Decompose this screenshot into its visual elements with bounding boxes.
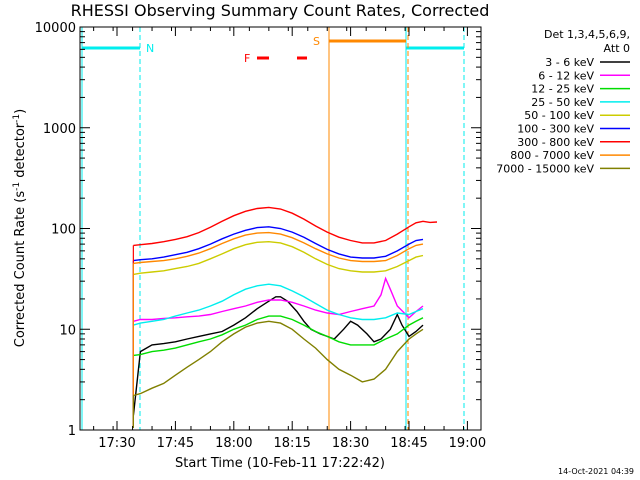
legend-label-4: 50 - 100 keV xyxy=(524,109,594,122)
legend-label-1: 6 - 12 keV xyxy=(538,69,594,82)
x-axis: 17:30 17:45 18:00 18:15 18:30 18:45 19:00 xyxy=(93,27,486,451)
x-tick-label: 18:00 xyxy=(215,436,252,451)
legend-header-line-1: Det 1,3,4,5,6,9, xyxy=(544,28,630,41)
y-tick-label: 1000 xyxy=(43,122,76,137)
x-tick-label: 17:30 xyxy=(98,436,135,451)
chart-title: RHESSI Observing Summary Count Rates, Co… xyxy=(71,1,490,20)
y-axis: 1 10 100 1000 10000 xyxy=(35,21,481,439)
series-line-6 xyxy=(133,206,438,247)
saa-label: S xyxy=(313,35,320,48)
legend-label-2: 12 - 25 keV xyxy=(531,83,594,96)
series-line-5 xyxy=(133,226,424,262)
legend-label-7: 800 - 7000 keV xyxy=(510,149,594,162)
x-tick-label: 18:45 xyxy=(390,436,427,451)
series-line-4 xyxy=(133,240,424,276)
night-label: N xyxy=(146,42,154,55)
series-layer xyxy=(132,206,438,428)
y-axis-label-sup2: -1 xyxy=(12,114,22,123)
legend-header-line-2: Att 0 xyxy=(604,42,630,55)
y-axis-label-sup1: -1 xyxy=(12,182,22,191)
x-tick-label: 18:15 xyxy=(273,436,310,451)
series-line-0 xyxy=(132,296,424,416)
x-tick-label: 19:00 xyxy=(449,436,486,451)
y-tick-label: 100 xyxy=(51,223,76,238)
y-axis-label: Corrected Count Rate (s-1 detector-1) xyxy=(12,109,28,347)
legend-label-0: 3 - 6 keV xyxy=(545,56,594,69)
footer-date: 14-Oct-2021 04:39 xyxy=(558,467,634,476)
series-line-8 xyxy=(133,320,424,397)
series-line-1 xyxy=(133,276,424,322)
y-axis-label-mid: detector xyxy=(13,122,28,182)
y-tick-label: 10000 xyxy=(35,21,76,36)
y-axis-label-main: Corrected Count Rate (s xyxy=(13,191,28,348)
legend-label-5: 100 - 300 keV xyxy=(517,123,594,136)
flare-label: F xyxy=(244,52,250,65)
saa-indicators: S xyxy=(313,27,409,430)
y-axis-label-end: ) xyxy=(13,109,28,114)
legend-label-6: 300 - 800 keV xyxy=(517,136,594,149)
legend-label-8: 7000 - 15000 keV xyxy=(496,162,594,175)
y-tick-label: 1 xyxy=(68,424,76,439)
y-tick-label: 10 xyxy=(59,323,76,338)
x-axis-label: Start Time (10-Feb-11 17:22:42) xyxy=(175,456,385,471)
legend-label-3: 25 - 50 keV xyxy=(531,96,594,109)
flare-indicators: F xyxy=(244,52,307,65)
series-line-2 xyxy=(133,315,424,357)
x-tick-label: 17:45 xyxy=(157,436,194,451)
x-tick-label: 18:30 xyxy=(332,436,369,451)
series-line-3 xyxy=(133,283,424,326)
series-line-7 xyxy=(133,231,424,265)
